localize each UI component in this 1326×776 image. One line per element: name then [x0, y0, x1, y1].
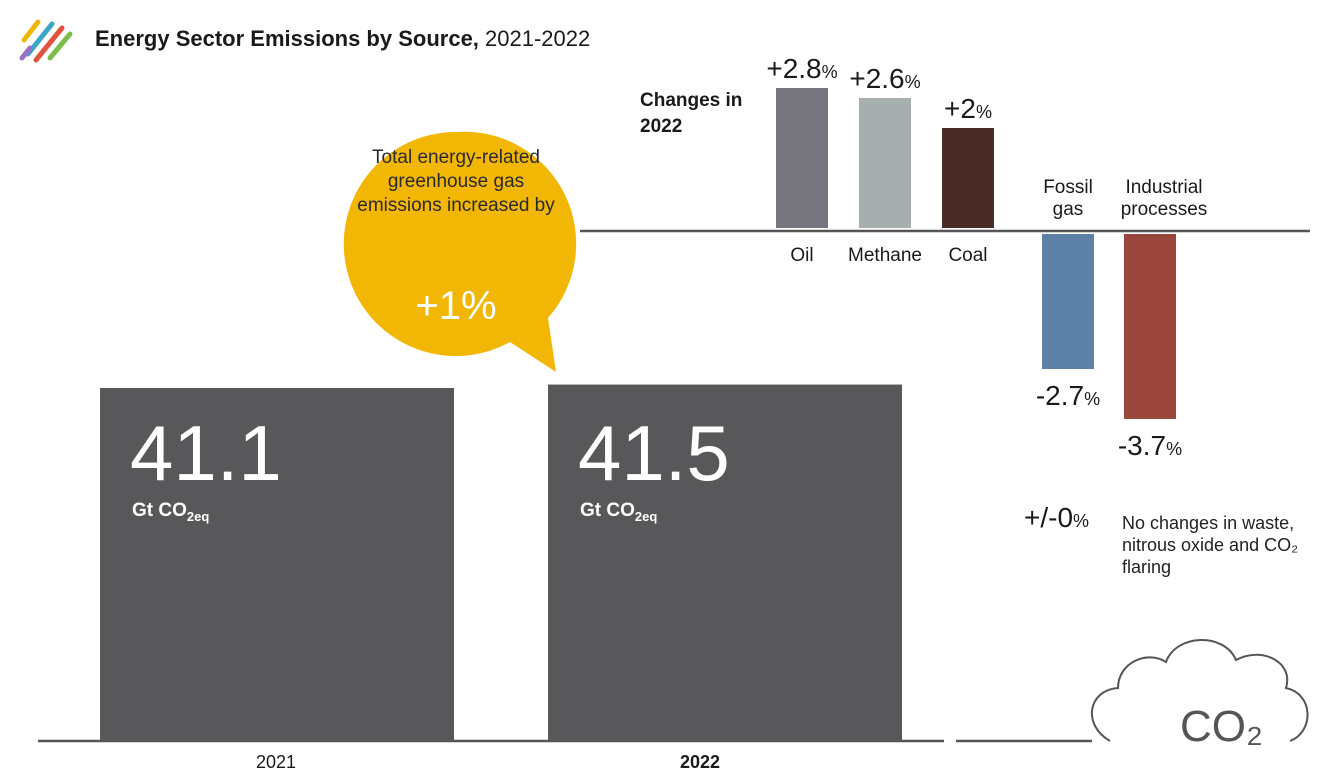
- change-bars-group: +2.8% Oil +2.6% Methane +2% Coal -2.7% Fossil ga…: [766, 53, 1207, 461]
- value-2022: 41.5: [578, 409, 730, 497]
- unit-2022: Gt CO2eq: [580, 500, 658, 524]
- bar-methane: [859, 98, 911, 228]
- value-2021: 41.1: [130, 409, 282, 497]
- bar-2021: [100, 388, 454, 741]
- callout-value: +1%: [415, 284, 497, 328]
- bar-2022: [548, 384, 902, 741]
- bar-oil: [776, 88, 828, 228]
- no-change-value: +/-0%: [1024, 502, 1090, 533]
- unit-2021: Gt CO2eq: [132, 500, 210, 524]
- category-label-industrial-processes: Industrial processes: [1121, 177, 1208, 220]
- year-2021-label: 2021: [255, 752, 297, 772]
- value-label-industrial-processes: -3.7%: [1118, 430, 1182, 461]
- title-main: Energy Sector Emissions by Source,: [95, 26, 479, 51]
- callout-text: Total energy-related greenhouse gas emis…: [357, 147, 555, 216]
- value-label-coal: +2%: [944, 93, 992, 124]
- callout-bubble: [343, 131, 577, 372]
- category-label-coal: Coal: [948, 245, 987, 266]
- category-label-fossil-gas: Fossil gas: [1043, 177, 1093, 220]
- changes-title: Changes in 2022: [640, 90, 743, 137]
- logo-icon: [19, 19, 73, 63]
- no-change-note: No changes in waste, nitrous oxide and C…: [1122, 513, 1299, 577]
- year-2022-label: 2022: [679, 752, 721, 772]
- bar-industrial-processes: [1124, 234, 1176, 419]
- title-years: 2021-2022: [478, 26, 591, 51]
- value-label-methane: +2.6%: [849, 63, 920, 94]
- bar-coal: [942, 128, 994, 228]
- bar-fossil-gas: [1042, 234, 1094, 369]
- chart-title: Energy Sector Emissions by Source, 2021-…: [95, 26, 590, 52]
- cloud-label: CO₂: [1180, 702, 1264, 751]
- category-label-methane: Methane: [848, 245, 922, 266]
- main-bars-group: [100, 384, 902, 741]
- co2-cloud-icon: [1091, 639, 1309, 742]
- value-label-fossil-gas: -2.7%: [1036, 380, 1100, 411]
- category-label-oil: Oil: [790, 245, 813, 266]
- value-label-oil: +2.8%: [766, 53, 837, 84]
